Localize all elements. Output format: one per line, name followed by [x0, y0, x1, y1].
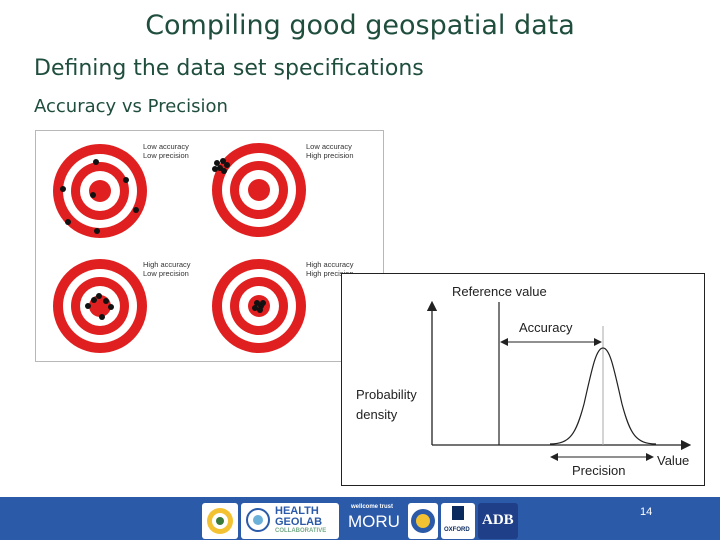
- geolab-text: GEOLAB: [275, 516, 323, 528]
- reference-value-label: Reference value: [452, 284, 547, 299]
- probability-density-diagram: Reference value Accuracy Probability den…: [341, 273, 705, 486]
- adb-text: ADB: [482, 512, 514, 528]
- target-low-accuracy-high-precision: [212, 143, 306, 237]
- slide-subtitle: Defining the data set specifications: [34, 56, 424, 81]
- section-heading: Accuracy vs Precision: [34, 96, 228, 117]
- wellcome-text: wellcome trust: [351, 504, 394, 510]
- accuracy-label: Accuracy: [519, 320, 573, 335]
- target-label-tl: Low accuracy Low precision: [143, 142, 189, 160]
- accuracy-precision-targets: Low accuracy Low precision Low accuracy Hi…: [35, 130, 384, 362]
- health-text: HEALTH: [275, 505, 319, 517]
- globe-head-icon: [246, 508, 270, 532]
- university-seal-logo: [408, 503, 438, 539]
- density-label: density: [356, 407, 398, 422]
- seal-icon: [411, 509, 435, 533]
- density-graphic: [426, 300, 692, 461]
- adb-logo: ADB: [478, 503, 518, 539]
- oxford-logo: OXFORD: [441, 503, 475, 539]
- moru-text: MORU: [348, 512, 400, 531]
- oxford-crest-icon: [452, 506, 464, 520]
- targets-graphic: [53, 143, 306, 353]
- target-high-accuracy-low-precision: [53, 259, 147, 353]
- slide-title: Compiling good geospatial data: [145, 10, 575, 41]
- thai-crest-logo: [202, 503, 238, 539]
- precision-label: Precision: [572, 463, 626, 478]
- target-label-br: High accuracy High precision: [306, 260, 354, 278]
- probability-label: Probability: [356, 387, 417, 402]
- page-number: 14: [640, 506, 653, 518]
- collaborative-text: COLLABORATIVE: [275, 528, 327, 534]
- target-label-bl: High accuracy Low precision: [143, 260, 191, 278]
- target-low-accuracy-low-precision: [53, 144, 147, 238]
- oxford-text: OXFORD: [444, 527, 470, 533]
- crest-icon: [207, 508, 233, 534]
- health-geolab-logo: HEALTH GEOLAB COLLABORATIVE: [241, 503, 339, 539]
- target-high-accuracy-high-precision: [212, 259, 306, 353]
- target-label-tr: Low accuracy High precision: [306, 142, 354, 160]
- moru-logo: wellcome trust MORU: [343, 503, 405, 539]
- value-label: Value: [657, 453, 690, 468]
